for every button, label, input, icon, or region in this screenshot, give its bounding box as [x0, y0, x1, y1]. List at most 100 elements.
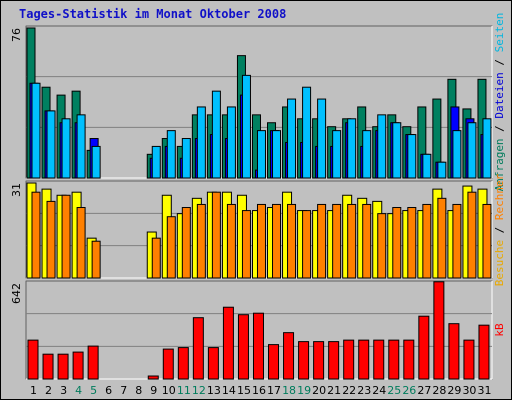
- x-tick-label: 19: [297, 384, 311, 397]
- bar-seiten: [422, 153, 432, 179]
- x-tick-label: 9: [150, 384, 157, 397]
- bar-rechner: [347, 203, 357, 279]
- bar-rechner: [91, 240, 101, 279]
- bar-rechner: [362, 203, 372, 279]
- bar-rechner: [31, 191, 41, 279]
- bar-seiten: [241, 74, 251, 179]
- bar-rechner: [437, 197, 447, 279]
- series-label-part: /: [493, 220, 506, 240]
- bar-rechner: [317, 203, 327, 279]
- bar-seiten: [317, 98, 327, 179]
- x-tick-label: 15: [237, 384, 251, 397]
- y-max-label: 76: [10, 28, 23, 42]
- bar-seiten: [256, 130, 266, 179]
- bar-seiten: [181, 138, 191, 179]
- bar-rechner: [452, 203, 462, 279]
- bar-kb: [313, 341, 325, 380]
- bar-seiten: [91, 145, 101, 179]
- bar-rechner: [166, 216, 176, 279]
- bar-rechner: [151, 237, 161, 279]
- bar-rechner: [287, 203, 297, 279]
- bar-seiten: [452, 130, 462, 179]
- bar-kb: [358, 339, 370, 380]
- series-label-part: Anfragen: [493, 138, 506, 191]
- bar-kb: [237, 314, 249, 380]
- bar-rechner: [256, 203, 266, 279]
- x-tick-label: 12: [192, 384, 206, 397]
- bar-rechner: [392, 207, 402, 279]
- bar-kb: [27, 339, 39, 380]
- series-label-2: kB: [493, 323, 506, 337]
- x-tick-label: 27: [417, 384, 431, 397]
- x-tick-label: 17: [267, 384, 281, 397]
- bar-kb: [403, 339, 415, 380]
- bar-seiten: [377, 114, 387, 179]
- x-tick-label: 3: [60, 384, 67, 397]
- bar-rechner: [76, 207, 86, 279]
- x-tick-label: 7: [120, 384, 127, 397]
- bar-rechner: [377, 213, 387, 279]
- bar-seiten: [287, 98, 297, 179]
- bar-kb: [298, 341, 310, 380]
- bar-kb: [252, 312, 264, 380]
- x-tick-label: 5: [90, 384, 97, 397]
- bar-kb: [268, 344, 280, 380]
- x-tick-label: 10: [162, 384, 176, 397]
- bar-seiten: [332, 130, 342, 179]
- bar-kb: [343, 339, 355, 380]
- bar-kb: [162, 348, 174, 380]
- x-tick-label: 6: [105, 384, 112, 397]
- bar-kb: [72, 351, 84, 380]
- bar-seiten: [196, 106, 206, 179]
- bar-seiten: [302, 86, 312, 179]
- x-tick-label: 8: [135, 384, 142, 397]
- x-tick-label: 14: [222, 384, 236, 397]
- bar-kb: [478, 324, 490, 380]
- bar-rechner: [407, 207, 417, 279]
- x-tick-label: 20: [312, 384, 326, 397]
- series-label-part: Besuche: [493, 240, 506, 286]
- bar-seiten: [31, 82, 41, 179]
- series-label-part: kB: [493, 323, 506, 337]
- bar-kb: [177, 347, 189, 380]
- bar-seiten: [46, 110, 56, 179]
- chart-title: Tages-Statistik im Monat Oktober 2008: [19, 7, 287, 21]
- bar-kb: [222, 306, 234, 380]
- bar-rechner: [46, 200, 56, 279]
- bar-seiten: [211, 90, 221, 179]
- x-tick-label: 24: [372, 384, 386, 397]
- bar-seiten: [61, 118, 71, 179]
- bar-rechner: [241, 210, 251, 279]
- x-tick-label: 13: [207, 384, 221, 397]
- bar-seiten: [407, 134, 417, 179]
- series-label-part: Seiten: [493, 13, 506, 53]
- bar-seiten: [76, 114, 86, 179]
- y-max-label: 642: [10, 283, 23, 304]
- bar-kb: [388, 339, 400, 380]
- bar-seiten: [362, 130, 372, 179]
- x-tick-label: 2: [45, 384, 52, 397]
- bar-kb: [448, 323, 460, 380]
- x-tick-label: 11: [177, 384, 191, 397]
- x-tick-label: 28: [432, 384, 446, 397]
- series-label-part: Dateien: [493, 72, 506, 118]
- x-tick-label: 25: [387, 384, 401, 397]
- bar-kb: [328, 341, 340, 380]
- bar-kb: [373, 339, 385, 380]
- bar-seiten: [392, 122, 402, 179]
- bar-rechner: [196, 203, 206, 279]
- series-label-part: /: [493, 52, 506, 72]
- bar-kb: [57, 353, 69, 380]
- x-tick-label: 16: [252, 384, 266, 397]
- bar-kb: [463, 339, 475, 380]
- bar-rechner: [211, 191, 221, 279]
- x-tick-label: 18: [282, 384, 296, 397]
- bar-kb: [192, 317, 204, 380]
- bar-rechner: [467, 191, 477, 279]
- series-label-1: Besuche / Rechner: [493, 173, 506, 286]
- bar-seiten: [437, 161, 447, 179]
- bar-seiten: [272, 130, 282, 179]
- bar-kb: [283, 332, 295, 380]
- bar-rechner: [272, 203, 282, 279]
